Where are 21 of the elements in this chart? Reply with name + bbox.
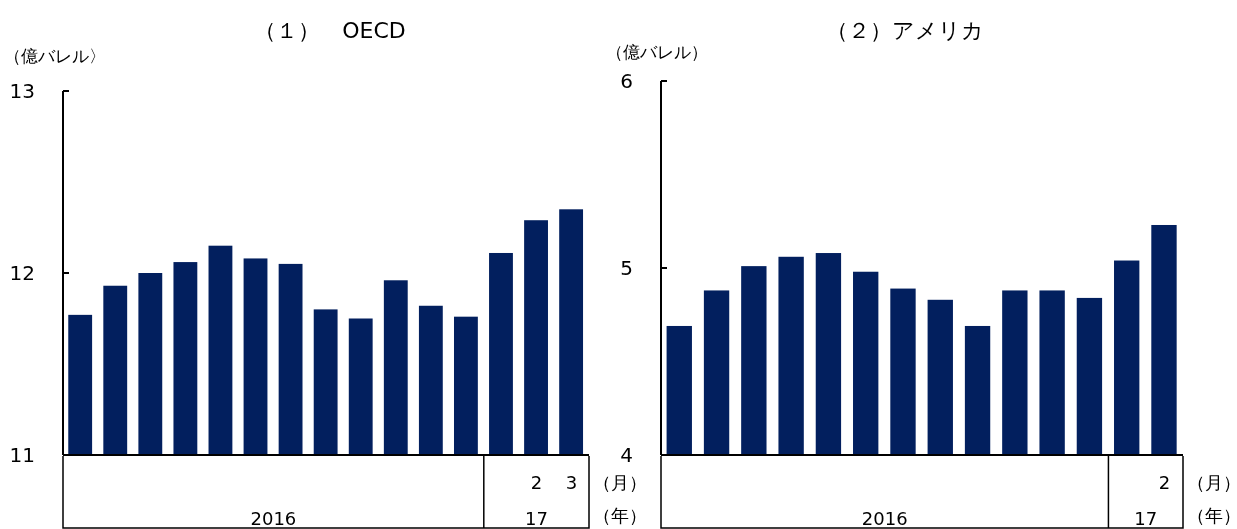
text: 2016 bbox=[861, 508, 908, 529]
x-tick-label: 2 bbox=[530, 472, 543, 493]
text: （月） bbox=[593, 472, 647, 493]
chart-title: （２）アメリカ bbox=[826, 18, 984, 43]
x-tick-label: 2 bbox=[1158, 472, 1171, 493]
text: （年） bbox=[1187, 505, 1237, 526]
y-tick-label: 12 bbox=[9, 261, 35, 285]
y-axis-title: （億バレル〉 bbox=[4, 46, 106, 66]
y-tick-label: 4 bbox=[620, 443, 633, 467]
y-axis-title: （億バレル） bbox=[606, 42, 708, 62]
text: 17 bbox=[1134, 508, 1158, 529]
text: 17 bbox=[524, 508, 548, 529]
x-tick-label: 3 bbox=[565, 472, 578, 493]
y-tick-label: 5 bbox=[620, 256, 633, 280]
text: 2016 bbox=[250, 508, 297, 529]
y-tick-label: 11 bbox=[9, 443, 35, 467]
y-tick-label: 6 bbox=[620, 69, 633, 93]
text: （月） bbox=[1187, 472, 1237, 493]
text: （年） bbox=[593, 505, 647, 526]
y-tick-label: 13 bbox=[9, 79, 35, 103]
chart-title: （１） OECD bbox=[254, 18, 406, 43]
